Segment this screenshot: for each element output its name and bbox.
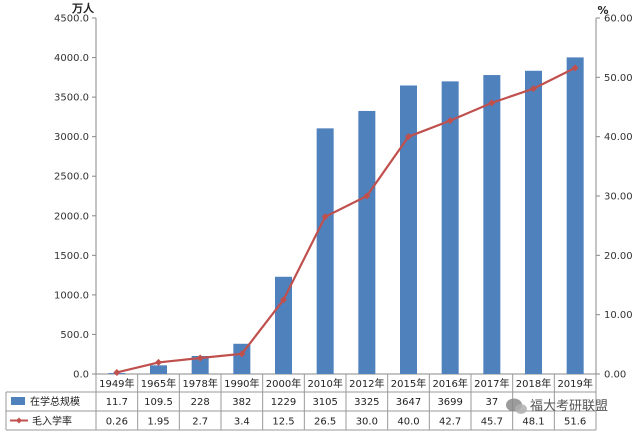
bar [358, 110, 376, 374]
watermark: 福大考研联盟 [506, 398, 608, 414]
table-cell-bar-value: 3647 [396, 397, 421, 408]
table-cell-bar-value: 228 [191, 397, 210, 408]
legend-label-bar: 在学总规模 [30, 395, 80, 408]
line-point [446, 117, 454, 125]
x-tick-label: 2012年 [349, 377, 384, 390]
x-tick-label: 2018年 [516, 377, 551, 390]
x-tick-label: 2015年 [391, 377, 426, 390]
x-tick-label: 2010年 [307, 377, 342, 390]
data-table: 1949年 1965年 1978年 1990年 2000年 2010年 2012年 2015年… [5, 374, 597, 431]
table-cell-line-value: 3.4 [234, 417, 250, 428]
x-tick-label: 2019年 [557, 377, 592, 390]
table-cell-bar-value: 3105 [312, 397, 337, 408]
table-cell-line-value: 40.0 [397, 417, 419, 428]
x-tick-label: 2000年 [266, 377, 301, 390]
right-tick-label: 20.00 [604, 251, 633, 262]
line-point [238, 350, 246, 358]
right-tick-label: 50.00 [604, 73, 633, 84]
left-tick-label: 1500.0 [54, 251, 89, 262]
left-tick-label: 500.0 [60, 330, 89, 341]
right-tick-label: 40.00 [604, 132, 633, 143]
left-axis-unit: 万人 [71, 1, 95, 15]
wechat-bubble-icon [506, 398, 527, 414]
table-cell-line-value: 12.5 [272, 417, 294, 428]
table-cell-bar-value: 11.7 [106, 397, 128, 408]
line-point [405, 133, 412, 141]
bar [150, 365, 167, 374]
x-tick-label: 1949年 [99, 377, 134, 390]
bar [525, 70, 542, 374]
x-tick-label: 2017年 [474, 377, 509, 390]
table-cell-bar-value: 37 [485, 397, 498, 408]
right-tick-label: 0.00 [604, 370, 626, 381]
table-cell-bar-value: 109.5 [144, 397, 173, 408]
right-tick-label: 10.00 [604, 310, 633, 321]
right-tick-label: 30.00 [604, 192, 633, 203]
left-tick-label: 4500.0 [54, 14, 89, 25]
left-tick-label: 1000.0 [54, 290, 89, 301]
left-tick-label: 3000.0 [54, 132, 89, 143]
bar [441, 81, 459, 375]
left-tick-label: 2000.0 [54, 211, 89, 222]
table-cell-line-value: 0.26 [106, 417, 128, 428]
left-tick-label: 3500.0 [54, 93, 89, 104]
table-cell-line-value: 42.7 [439, 417, 461, 428]
line-point [321, 213, 329, 221]
left-tick-label: 0.0 [73, 370, 89, 381]
bar [400, 85, 417, 374]
bar [275, 276, 292, 374]
right-tick-label: 60.00 [604, 14, 633, 25]
table-cell-line-value: 2.7 [192, 417, 208, 428]
bar [191, 355, 209, 374]
bar [316, 128, 334, 374]
table-cell-bar-value: 3325 [354, 397, 379, 408]
line-point [488, 99, 496, 107]
table-cell-line-value: 1.95 [147, 417, 169, 428]
line-point [113, 368, 121, 376]
table-cell-line-value: 45.7 [481, 417, 503, 428]
left-tick-label: 2500.0 [54, 172, 89, 183]
axes: 0.0 500.0 1000.0 1500.0 2000.0 2500.0 3000.0 35… [54, 14, 633, 381]
table-cell-line-value: 30.0 [356, 417, 378, 428]
bar [483, 75, 501, 374]
right-axis-unit: % [597, 4, 608, 17]
line-point [571, 64, 579, 72]
line-point [280, 296, 287, 304]
line-point [363, 192, 371, 200]
left-tick-label: 4000.0 [54, 53, 89, 64]
legend-label-line: 毛入学率 [32, 415, 72, 428]
x-tick-label: 1978年 [182, 377, 217, 390]
table-cell-bar-value: 1229 [271, 397, 296, 408]
x-tick-label: 1990年 [224, 377, 259, 390]
line-point [155, 358, 162, 366]
bar [233, 343, 251, 374]
x-tick-label: 2016年 [432, 377, 467, 390]
table-cell-bar-value: 3699 [437, 397, 462, 408]
line-path [116, 66, 576, 374]
chart-labels: 万人 % [71, 1, 609, 17]
legend-bar-swatch [11, 397, 25, 405]
line-point [530, 85, 537, 93]
legend-line-marker [16, 417, 22, 424]
bar [566, 57, 584, 374]
table-cell-line-value: 48.1 [522, 417, 544, 428]
x-tick-label: 1965年 [141, 377, 176, 390]
table-cell-bar-value: 382 [232, 397, 251, 408]
table-cell-line-value: 51.6 [564, 417, 586, 428]
watermark-text: 福大考研联盟 [530, 399, 608, 414]
line-point [196, 354, 204, 362]
line-series [113, 64, 579, 376]
bar-series [108, 57, 584, 375]
table-cell-line-value: 26.5 [314, 417, 336, 428]
